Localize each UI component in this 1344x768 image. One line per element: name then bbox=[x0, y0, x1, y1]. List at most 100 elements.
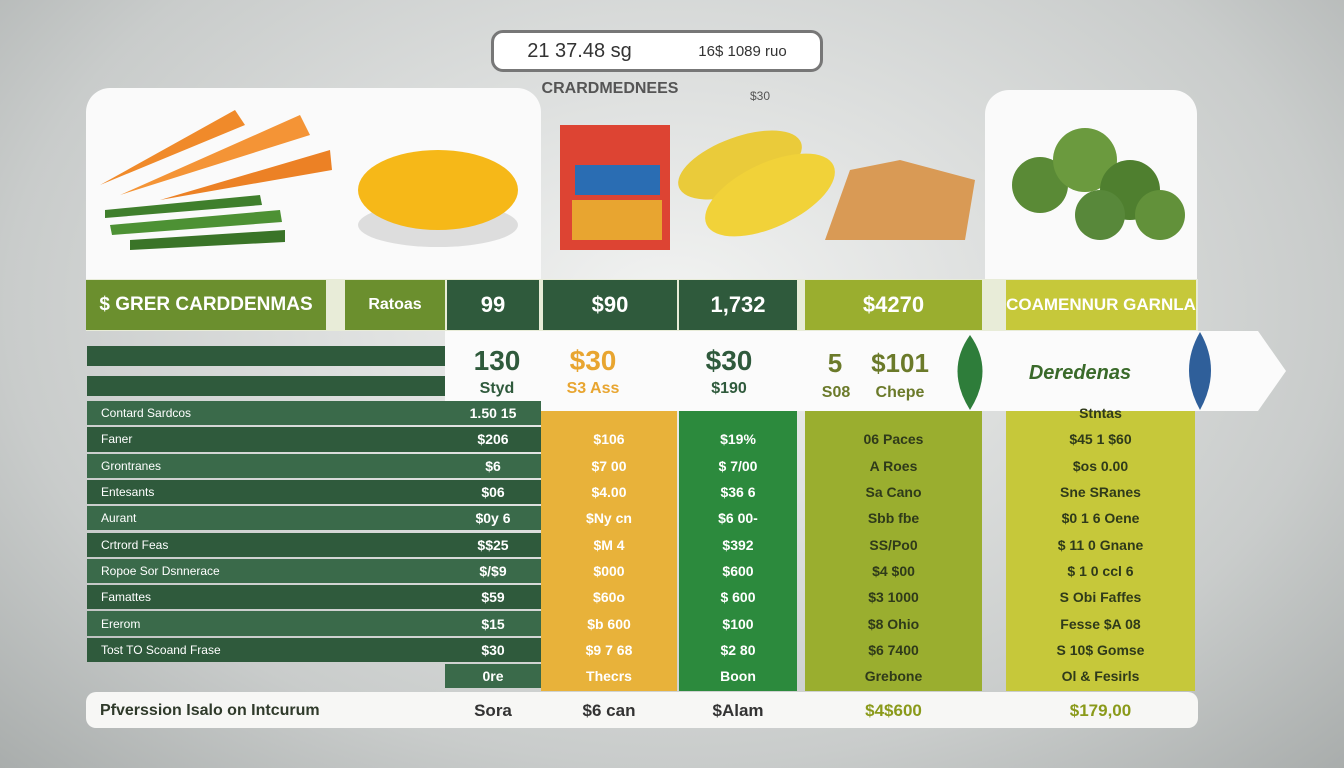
cell: $0 1 6 Oene bbox=[1061, 510, 1140, 527]
cell: Sne SRanes bbox=[1060, 484, 1141, 501]
title-cell: COAMENNUR GARNLA bbox=[1006, 280, 1196, 330]
cell: S 10$ Gomse bbox=[1056, 641, 1145, 658]
cell: SS/Po0 bbox=[869, 536, 918, 553]
footer-cell: Sora bbox=[474, 701, 512, 720]
price: $190 bbox=[711, 380, 747, 397]
cell: $ 11 0 Gnane bbox=[1057, 536, 1144, 553]
row-label: Ropoe Sor Dsnnerace bbox=[87, 558, 445, 584]
cell: $ 600 bbox=[720, 589, 756, 606]
row-label: Grontranes bbox=[87, 453, 445, 478]
price: 130 bbox=[473, 345, 521, 376]
cell: 06 Paces bbox=[863, 431, 924, 448]
cell: Sa Cano bbox=[865, 484, 922, 501]
row-label: Faner bbox=[87, 427, 445, 452]
price: $30 bbox=[705, 345, 753, 376]
corn bbox=[358, 150, 518, 247]
cell: $600 bbox=[722, 562, 754, 579]
footer-cell: $6 can bbox=[582, 701, 636, 720]
footer-cell: Pfverssion Isalo on Intcurum bbox=[100, 702, 320, 719]
row-label: Entesants bbox=[87, 479, 445, 505]
footer-cell: $179,00 bbox=[1069, 701, 1132, 720]
row-label: Aurant bbox=[87, 506, 445, 531]
bread bbox=[825, 160, 975, 240]
subtitle: CRARDMEDNEES bbox=[541, 80, 679, 97]
cell: $b 600 bbox=[587, 615, 631, 632]
cell: $6 00- bbox=[718, 510, 758, 527]
footer-cell: $Alam bbox=[712, 701, 764, 720]
price: $30 bbox=[569, 345, 617, 376]
food-images bbox=[100, 110, 1185, 250]
cell: $106 bbox=[593, 431, 625, 448]
top-box: 21 37.48 sg 16$ 1089 ruo bbox=[491, 30, 823, 72]
price: S3 Ass bbox=[566, 380, 620, 397]
top-left: 21 37.48 sg bbox=[527, 39, 632, 62]
cell: $M 4 bbox=[593, 536, 625, 553]
price: Chepe bbox=[875, 384, 925, 401]
cell: $000 bbox=[593, 562, 625, 579]
cell: Sbb fbe bbox=[867, 510, 920, 527]
package bbox=[560, 125, 670, 250]
price: Styd bbox=[479, 380, 515, 397]
row-label: Contard Sardcos bbox=[87, 401, 445, 426]
title-cell: $90 bbox=[543, 280, 677, 330]
cell: $$25 bbox=[445, 532, 541, 557]
cell: $206 bbox=[445, 427, 541, 452]
cell: $392 bbox=[722, 536, 754, 553]
cell: $6 bbox=[445, 453, 541, 478]
cell: $/$9 bbox=[445, 558, 541, 584]
price: $101 bbox=[871, 347, 929, 378]
cell: $0y 6 bbox=[445, 506, 541, 531]
top-right: 16$ 1089 ruo bbox=[698, 42, 787, 60]
cell: Stntas bbox=[1079, 405, 1122, 422]
title-cell: 1,732 bbox=[679, 280, 797, 330]
cell: Thecrs bbox=[586, 668, 632, 685]
price: 5 bbox=[827, 347, 843, 378]
cell: $3 1000 bbox=[868, 589, 919, 606]
cell: 1.50 15 bbox=[445, 401, 541, 426]
cell: $36 6 bbox=[720, 484, 756, 501]
cell: $ 7/00 bbox=[718, 457, 758, 474]
row-label: Famattes bbox=[87, 585, 445, 610]
carrots bbox=[100, 110, 332, 250]
cell: $45 1 $60 bbox=[1069, 431, 1132, 448]
row-label: Crtrord Feas bbox=[87, 532, 445, 557]
cell: $60o bbox=[593, 589, 625, 606]
cell: 0re bbox=[445, 664, 541, 689]
cell: $os 0.00 bbox=[1072, 457, 1129, 474]
cell: $4.00 bbox=[591, 484, 627, 501]
cell: Ol & Fesirls bbox=[1061, 668, 1140, 685]
row-label: Ererom bbox=[87, 611, 445, 636]
cell: $30 bbox=[445, 637, 541, 662]
squash bbox=[678, 130, 835, 237]
cell: $2 80 bbox=[720, 641, 756, 658]
title-cell: $4270 bbox=[805, 280, 982, 330]
cell: S Obi Faffes bbox=[1059, 589, 1142, 606]
subtitle-price: $30 bbox=[749, 89, 771, 103]
footer-cell: $4$600 bbox=[865, 701, 922, 720]
cell: $Ny cn bbox=[586, 510, 632, 527]
cell: $7 00 bbox=[591, 457, 627, 474]
title-cell: Ratoas bbox=[345, 280, 445, 330]
cell: $8 Ohio bbox=[867, 615, 920, 632]
cell: $9 7 68 bbox=[585, 641, 633, 658]
title-cell: 99 bbox=[447, 280, 539, 330]
cell: $19% bbox=[720, 431, 756, 448]
price: S08 bbox=[821, 384, 851, 401]
cell: A Roes bbox=[869, 457, 918, 474]
cell: Fesse $A 08 bbox=[1060, 615, 1141, 632]
broccoli bbox=[1012, 128, 1185, 240]
cell: $4 $00 bbox=[872, 562, 915, 579]
cell: $15 bbox=[445, 611, 541, 636]
cell: $100 bbox=[722, 615, 754, 632]
brand: Deredenas bbox=[1028, 361, 1132, 384]
row-label: Tost TO Scoand Frase bbox=[87, 637, 445, 662]
cell: $59 bbox=[445, 585, 541, 610]
cell: $6 7400 bbox=[868, 641, 919, 658]
cell: $ 1 0 ccl 6 bbox=[1067, 562, 1134, 579]
cell: Grebone bbox=[864, 668, 923, 685]
cell: Boon bbox=[720, 668, 756, 685]
title-cell: $ GRER CARDDENMAS bbox=[86, 280, 326, 330]
cell: $06 bbox=[445, 479, 541, 505]
